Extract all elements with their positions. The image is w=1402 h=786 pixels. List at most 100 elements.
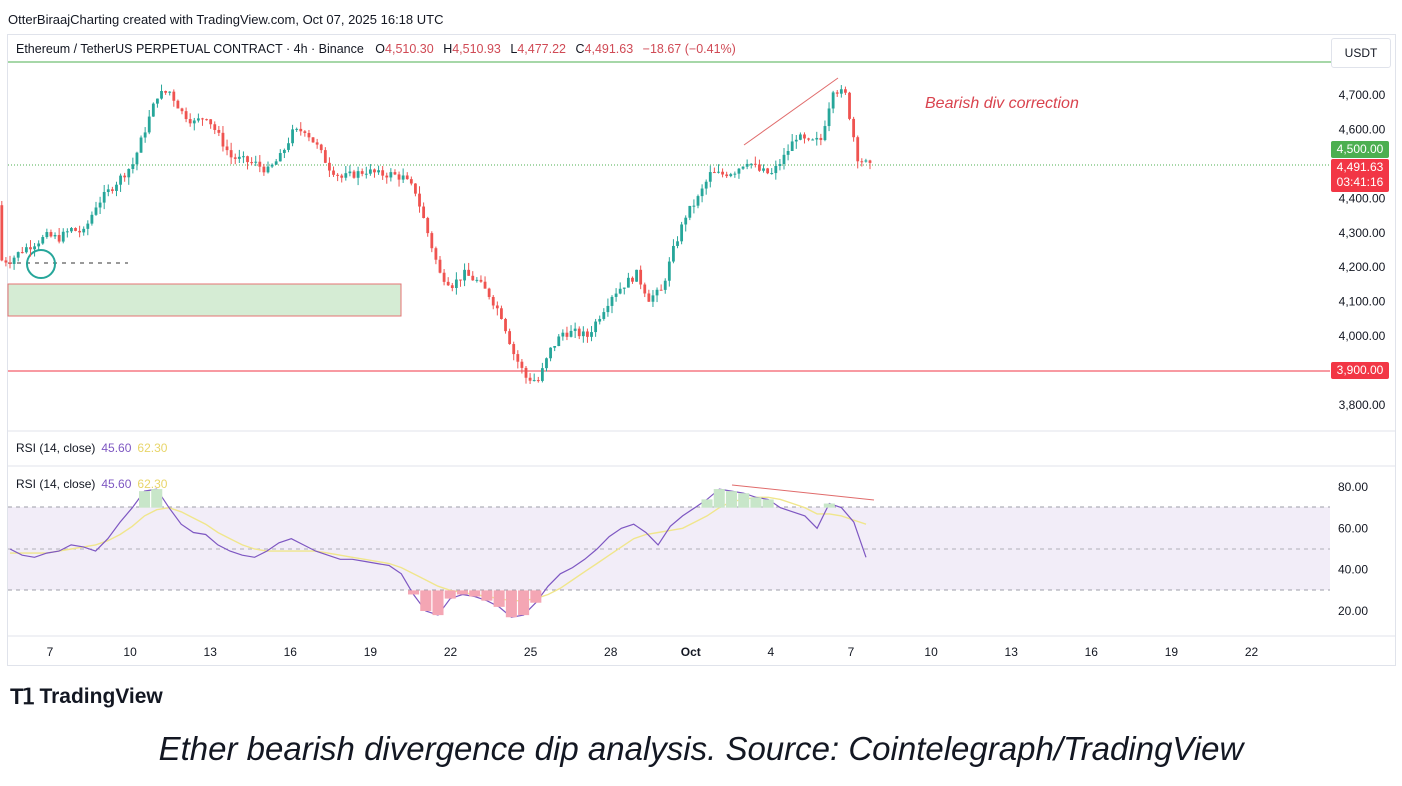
rsi-lines [9,488,867,618]
candle-up [364,173,368,175]
rsi-axis-tick: 20.00 [1338,604,1368,618]
bearish-div-annotation: Bearish div correction [925,95,1079,112]
candle-up [41,237,45,244]
candle-up [33,246,36,250]
candle-down [721,171,724,175]
time-axis-tick: 4 [768,645,775,659]
candle-up [295,128,299,130]
time-axis-tick: 13 [204,645,218,659]
candle-up [270,164,274,167]
low-label: L [510,42,518,56]
candle-down [49,232,53,237]
candle-down [221,132,225,147]
candle-up [131,164,135,169]
time-axis-tick: 7 [47,645,54,659]
candle-down [213,124,217,130]
price-axis-tick: 4,600.00 [1339,122,1386,136]
candle-up [635,269,638,282]
candle-down [360,171,364,174]
close-label: C [575,42,585,56]
candle-up [139,137,143,153]
price-candles [0,84,872,384]
candle-up [684,217,688,225]
candle-up [266,166,270,173]
candle-down [577,328,581,337]
high-value: 4,510.93 [452,42,501,56]
candle-up [610,296,614,306]
candle-down [336,174,340,176]
candle-down [434,248,438,260]
candle-down [4,260,8,263]
candle-down [418,193,421,207]
candle-up [622,287,626,289]
candle-up [98,202,102,208]
candle-down [303,131,307,134]
rsi-legend-bottom[interactable]: RSI (14, close) 45.60 62.30 [16,477,167,491]
time-axis-tick: 28 [604,645,618,659]
candle-down [184,111,188,120]
candle-down [352,171,356,178]
candle-down [631,277,634,282]
candle-up [590,332,593,337]
candle-down [373,169,376,173]
candle-up [770,173,774,175]
candle-down [495,305,499,309]
time-axis-tick: 16 [284,645,298,659]
time-axis-tick: 10 [924,645,938,659]
candle-up [561,332,565,337]
rsi-legend-top[interactable]: RSI (14, close) 45.60 62.30 [16,441,167,455]
candle-down [258,161,262,167]
price-axis-tick: 4,000.00 [1339,329,1386,343]
candle-down [639,269,643,285]
candle-up [798,134,802,140]
candle-up [569,330,573,337]
candle-up [287,143,290,150]
candle-down [516,354,520,362]
candle-down [819,137,823,141]
candle-down [860,161,864,163]
candle-down [246,156,249,163]
candle-down [176,100,180,109]
candle-down [311,137,315,143]
currency-selector[interactable]: USDT [1331,38,1391,68]
candle-down [180,108,184,112]
candle-up [729,174,733,177]
candle-up [745,163,749,167]
price-tag-last: 4,491.63 03:41:16 [1331,159,1389,192]
candle-down [524,367,528,378]
candle-down [74,228,77,231]
candle-down [512,344,516,355]
candle-down [491,296,495,306]
price-axis-tick: 3,800.00 [1339,398,1386,412]
figure-caption: Ether bearish divergence dip analysis. S… [158,730,1244,767]
candle-up [65,231,69,233]
rsi-legend-ma-value: 62.30 [137,441,168,455]
candle-down [844,89,847,93]
time-axis-tick: Oct [681,645,701,659]
candle-down [393,172,397,175]
candle-up [389,172,393,178]
candle-down [299,128,303,132]
time-axis-tick: 7 [848,645,855,659]
candle-up [82,228,86,233]
time-axis-tick: 16 [1085,645,1099,659]
candle-down [426,218,430,234]
candle-up [401,175,405,180]
candle-down [483,281,487,289]
candle-up [135,152,139,165]
candle-down [471,275,475,281]
candle-up [786,151,790,155]
candle-up [45,232,49,238]
symbol-name[interactable]: Ethereum / TetherUS PERPETUAL CONTRACT ·… [16,42,364,56]
candle-up [291,129,294,144]
candle-up [680,224,684,242]
candle-down [319,144,323,151]
candle-up [676,241,679,246]
open-label: O [375,42,386,56]
price-axis-tick: 4,200.00 [1339,260,1386,274]
tradingview-logo[interactable]: T𝟣 TradingView [10,684,163,710]
candle-down [852,118,856,138]
candle-up [708,172,712,182]
candle-down [381,170,385,176]
